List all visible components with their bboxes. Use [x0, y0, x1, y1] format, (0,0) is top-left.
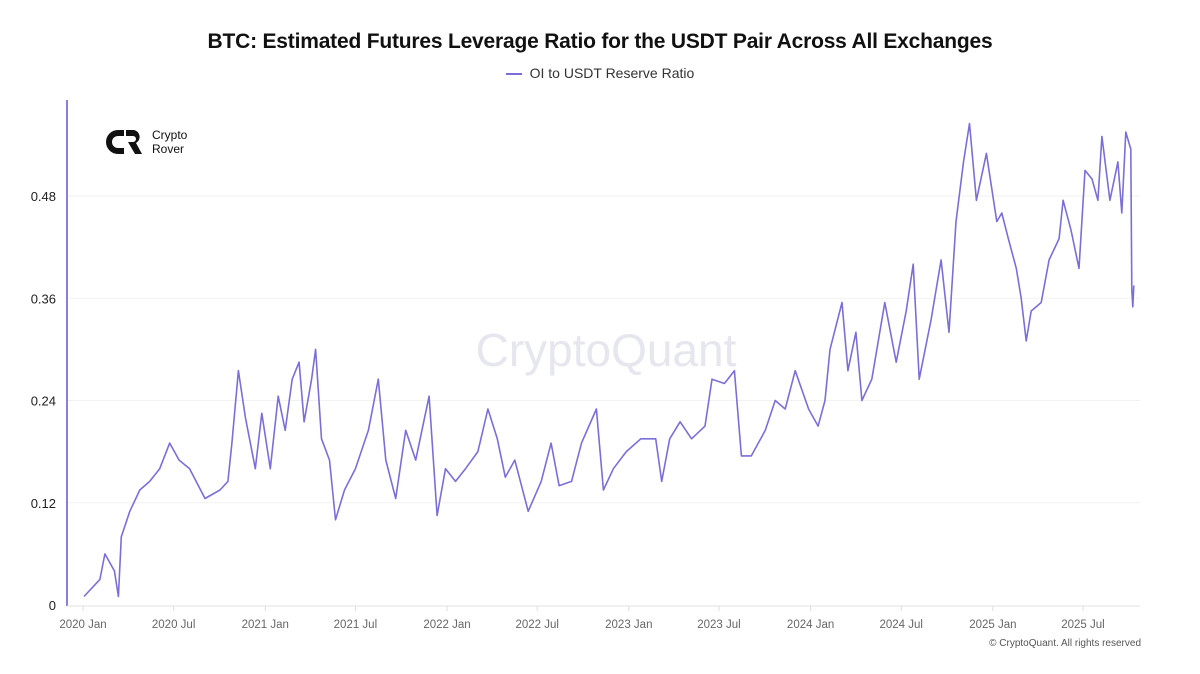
crypto-rover-logo-icon [106, 130, 142, 154]
legend-label: OI to USDT Reserve Ratio [529, 65, 695, 81]
watermark: CryptoQuant [476, 324, 737, 376]
y-tick-label: 0 [49, 598, 56, 613]
y-axis-ticks: 0 0.12 0.24 0.36 0.48 [31, 189, 56, 613]
x-tick-label: 2020 Jan [59, 619, 106, 631]
y-tick-label: 0.24 [31, 394, 56, 409]
x-tick-label: 2024 Jul [879, 619, 922, 631]
gridlines [68, 195, 1140, 504]
y-tick-label: 0.12 [31, 496, 56, 511]
series-line-oi-to-usdt-reserve-ratio [83, 122, 1135, 598]
y-tick-label: 0.48 [31, 189, 56, 204]
x-tick-label: 2023 Jul [697, 619, 740, 631]
y-tick-label: 0.36 [31, 291, 56, 306]
x-tick-label: 2022 Jan [423, 619, 470, 631]
x-axis-ticks: 2020 Jan 2020 Jul 2021 Jan 2021 Jul 2022 Jan… [59, 606, 1105, 631]
logo-line1: Crypto [152, 128, 188, 142]
x-tick-label: 2024 Jan [787, 619, 834, 631]
crypto-rover-logo: Crypto Rover [104, 128, 187, 156]
x-tick-label: 2021 Jul [334, 619, 377, 631]
x-tick-label: 2025 Jul [1061, 619, 1104, 631]
x-tick-label: 2022 Jul [515, 619, 558, 631]
legend-swatch [505, 73, 522, 76]
x-tick-label: 2020 Jul [152, 619, 195, 631]
copyright: © CryptoQuant. All rights reserved [989, 638, 1141, 649]
logo-line2: Rover [152, 142, 185, 156]
x-tick-label: 2021 Jan [242, 619, 289, 631]
x-tick-label: 2023 Jan [605, 619, 652, 631]
chart-title: BTC: Estimated Futures Leverage Ratio fo… [207, 30, 993, 53]
legend[interactable]: OI to USDT Reserve Ratio [0, 65, 1200, 81]
x-tick-label: 2025 Jan [969, 619, 1016, 631]
